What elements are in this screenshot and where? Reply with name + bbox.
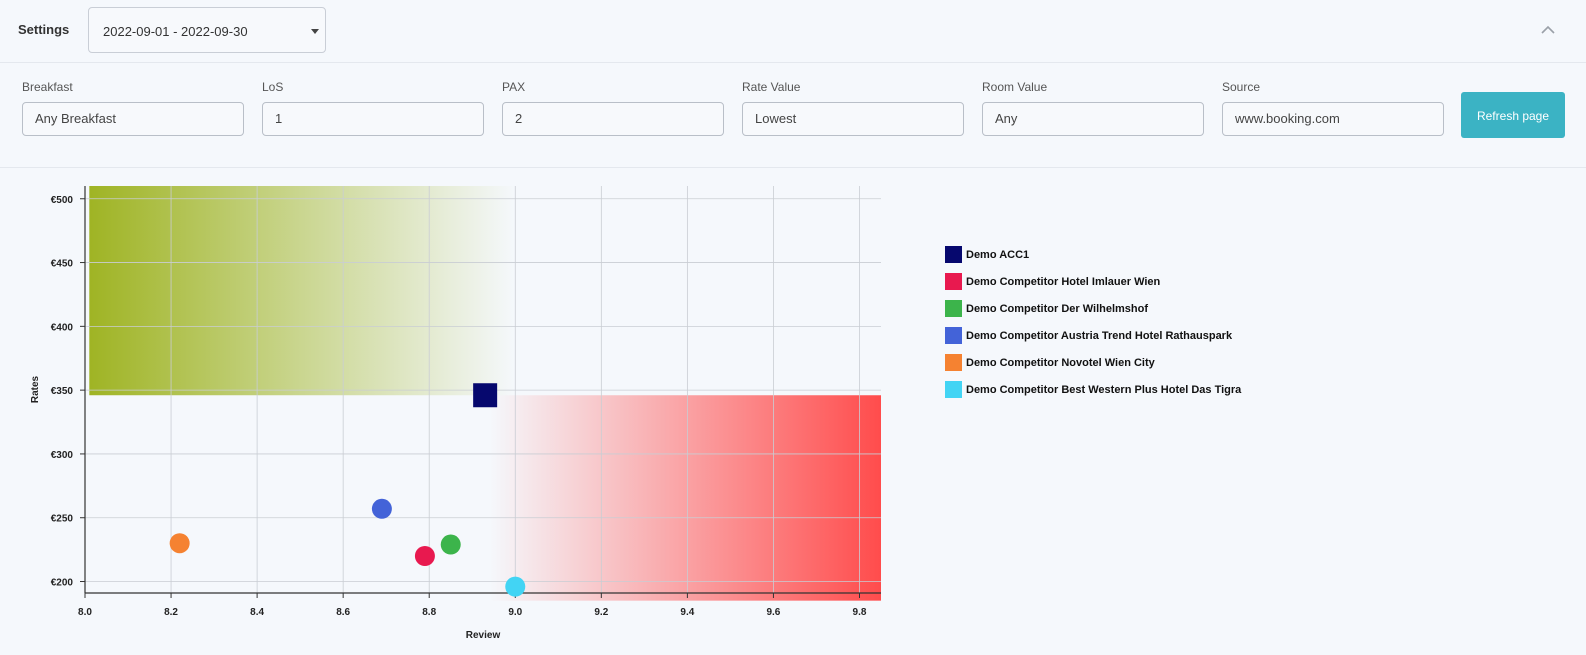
y-tick-label: €450 (51, 259, 74, 270)
filter-label-source: Source (1222, 80, 1261, 94)
data-point-demo-competitor-novotel-wien-city (169, 533, 190, 554)
legend-label: Demo Competitor Der Wilhelmshof (966, 303, 1149, 315)
data-point-demo-competitor-best-western-plus-hotel-das-tigra (505, 576, 526, 597)
legend-swatch (945, 327, 962, 344)
legend-label: Demo Competitor Austria Trend Hotel Rath… (966, 330, 1233, 342)
date-range-select[interactable]: 2022-09-01 - 2022-09-30 (88, 7, 326, 53)
legend-swatch (945, 381, 962, 398)
y-axis-title: Rates (30, 375, 41, 403)
legend-swatch (945, 273, 962, 290)
scatter-chart: 8.0 8.2 8.4 8.6 8.8 9.0 9.2 9.4 9.6 9.8 €500 €450 €4… (30, 186, 881, 641)
los-input[interactable]: 1 (262, 102, 484, 136)
x-tick-label: 9.6 (766, 607, 780, 618)
legend-swatch (945, 300, 962, 317)
zone-low-rate-high-review (489, 395, 881, 601)
x-tick-label: 8.6 (336, 607, 350, 618)
y-tick-label: €250 (51, 514, 74, 525)
legend-swatch (945, 354, 962, 371)
filter-label-rate-value: Rate Value (742, 80, 801, 94)
x-axis-title: Review (466, 630, 501, 641)
filter-row: Breakfast Any Breakfast LoS 1 PAX 2 Rate… (0, 63, 1586, 168)
legend-label: Demo Competitor Best Western Plus Hotel … (966, 384, 1242, 396)
legend-label: Demo Competitor Novotel Wien City (966, 357, 1155, 369)
y-tick-label: €400 (51, 322, 74, 333)
y-tick-label: €300 (51, 450, 74, 461)
settings-label: Settings (18, 22, 70, 37)
x-tick-label: 9.0 (508, 607, 522, 618)
data-point-demo-competitor-austria-trend-hotel-rathauspark (371, 498, 392, 519)
pax-input[interactable]: 2 (502, 102, 724, 136)
y-tick-label: €200 (51, 578, 74, 589)
x-tick-label: 9.8 (853, 607, 867, 618)
chart-area: 8.0 8.2 8.4 8.6 8.8 9.0 9.2 9.4 9.6 9.8 €500 €450 €4… (0, 168, 1586, 655)
date-range-value: 2022-09-01 - 2022-09-30 (103, 24, 248, 39)
x-tick-label: 8.0 (78, 607, 92, 618)
legend-label: Demo Competitor Hotel Imlauer Wien (966, 276, 1161, 288)
legend-label: Demo ACC1 (966, 249, 1030, 261)
x-tick-label: 9.4 (680, 607, 694, 618)
source-input[interactable]: www.booking.com (1222, 102, 1444, 136)
data-point-demo-acc1 (473, 383, 498, 408)
x-tick-label: 8.4 (250, 607, 264, 618)
x-tick-label: 9.2 (594, 607, 608, 618)
filter-label-los: LoS (262, 80, 284, 94)
filter-label-pax: PAX (502, 80, 526, 94)
filter-label-room-value: Room Value (982, 80, 1048, 94)
zone-high-rate-low-review (89, 186, 516, 396)
y-tick-label: €500 (51, 195, 74, 206)
y-tick-label: €350 (51, 386, 74, 397)
chevron-up-icon[interactable] (1540, 22, 1556, 38)
legend-swatch (945, 246, 962, 263)
breakfast-input[interactable]: Any Breakfast (22, 102, 244, 136)
caret-down-icon (311, 29, 319, 34)
x-tick-label: 8.8 (422, 607, 436, 618)
room-value-input[interactable]: Any (982, 102, 1204, 136)
settings-bar: Settings 2022-09-01 - 2022-09-30 (0, 0, 1586, 63)
rate-value-input[interactable]: Lowest (742, 102, 964, 136)
filter-label-breakfast: Breakfast (22, 80, 73, 94)
data-point-demo-competitor-hotel-imlauer-wien (414, 546, 435, 566)
data-point-demo-competitor-der-wilhelmshof (440, 534, 461, 555)
refresh-page-button[interactable]: Refresh page (1461, 92, 1565, 138)
x-tick-label: 8.2 (164, 607, 178, 618)
